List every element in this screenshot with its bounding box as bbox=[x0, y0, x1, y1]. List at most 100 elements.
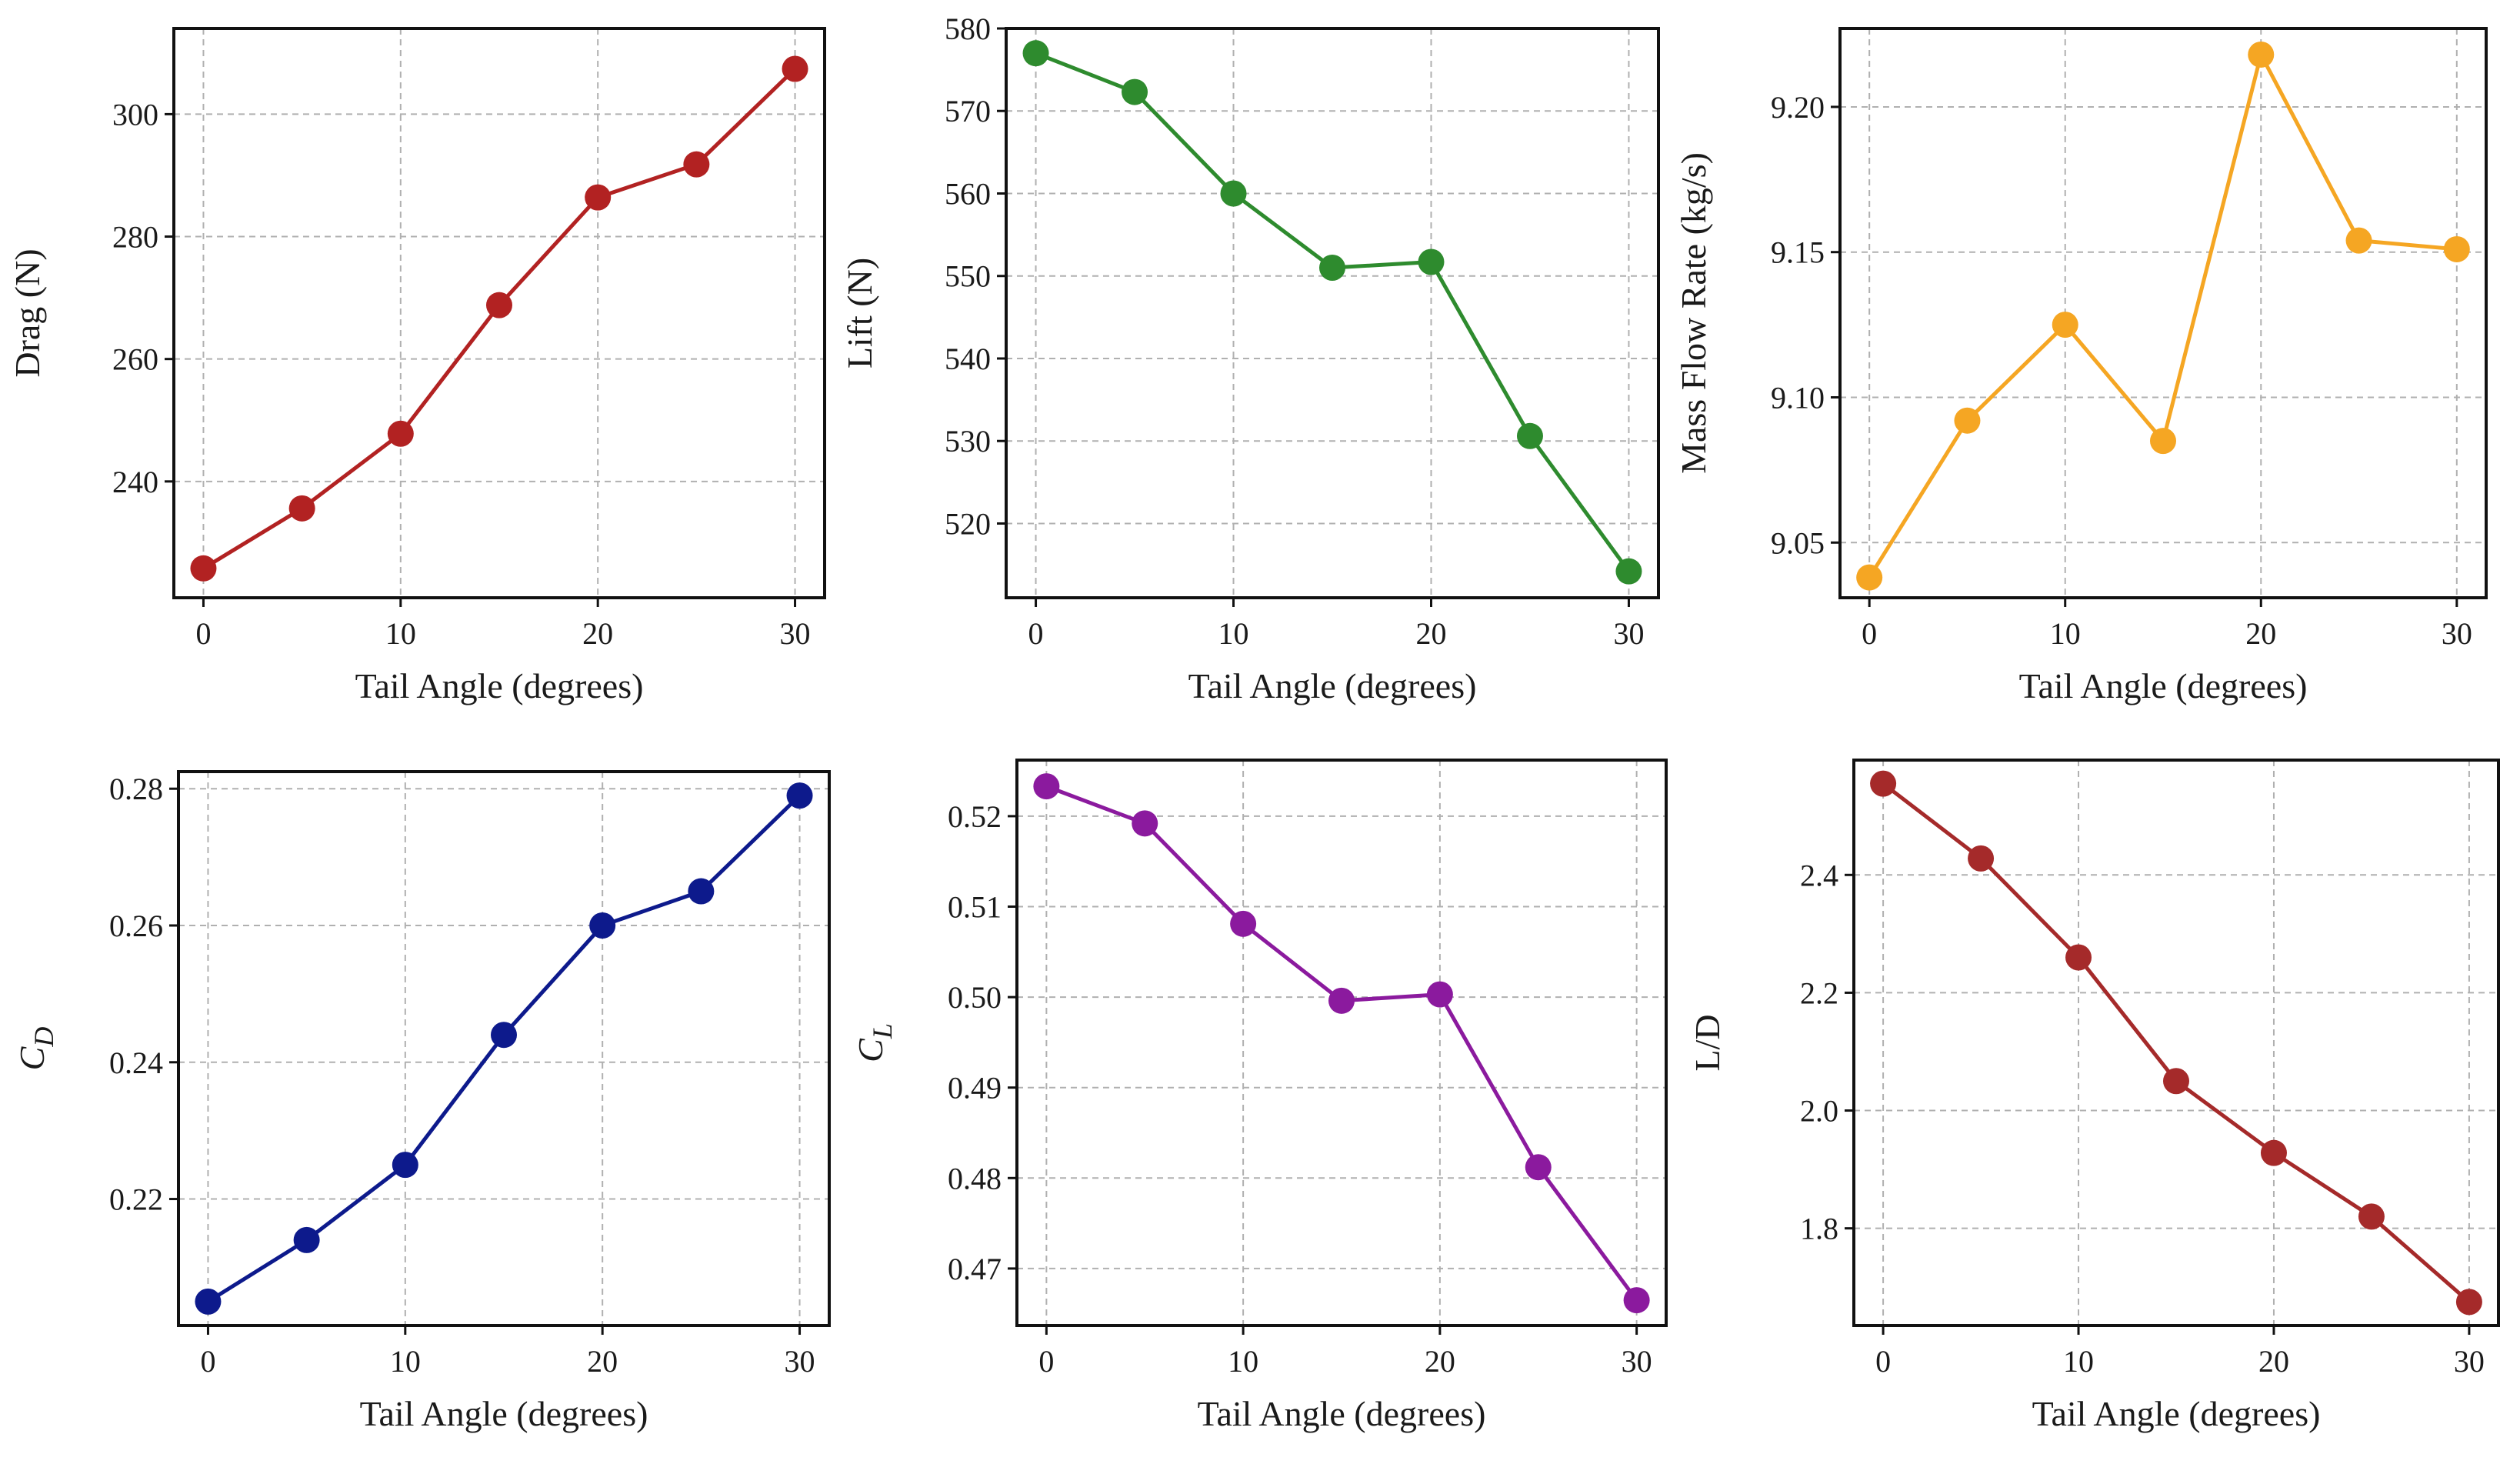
y-tick-label: 9.15 bbox=[1771, 235, 1825, 270]
plot-frame bbox=[172, 27, 826, 599]
data-point bbox=[1615, 558, 1642, 585]
x-tick-label: 30 bbox=[780, 616, 811, 651]
x-axis-label: Tail Angle (degrees) bbox=[2032, 1394, 2321, 1433]
x-axis-label: Tail Angle (degrees) bbox=[1188, 666, 1477, 705]
plot-frame bbox=[1838, 27, 2488, 599]
x-tick-label: 20 bbox=[587, 1344, 618, 1379]
subplot-2: 0 10 20 30 520 530 540 550 560 570 580 Tail Angle (… bbox=[840, 12, 1660, 705]
x-axis-label: Tail Angle (degrees) bbox=[1198, 1394, 1486, 1433]
data-point bbox=[2260, 1139, 2287, 1166]
plot-frame bbox=[1005, 27, 1660, 599]
y-tick-label: 2.2 bbox=[1800, 975, 1838, 1010]
subplot-5: 0 10 20 30 0.47 0.48 0.49 0.50 0.51 0.52 Tail Angl… bbox=[851, 759, 1668, 1433]
data-point bbox=[1220, 180, 1247, 207]
x-tick-label: 0 bbox=[1028, 616, 1044, 651]
data-point bbox=[392, 1152, 418, 1179]
y-tick-label: 1.8 bbox=[1800, 1212, 1838, 1246]
x-tick-label: 10 bbox=[1218, 616, 1249, 651]
y-axis-label: CD bbox=[12, 1027, 59, 1071]
y-tick-label: 540 bbox=[945, 342, 991, 376]
data-point bbox=[1328, 987, 1355, 1014]
y-tick-label: 9.20 bbox=[1771, 90, 1825, 125]
y-axis-label: Mass Flow Rate (kg/s) bbox=[1674, 152, 1713, 474]
y-tick-label: 9.05 bbox=[1771, 525, 1825, 560]
x-tick-label: 20 bbox=[1425, 1344, 1455, 1379]
data-point bbox=[2345, 227, 2372, 254]
data-point bbox=[688, 878, 715, 905]
y-tick-label: 570 bbox=[945, 94, 991, 128]
x-tick-label: 0 bbox=[200, 1344, 215, 1379]
data-point bbox=[589, 912, 616, 939]
y-tick-label: 0.24 bbox=[109, 1045, 163, 1080]
subplot-4: 0 10 20 30 0.22 0.24 0.26 0.28 Tail Angle (degre… bbox=[12, 770, 831, 1433]
data-point bbox=[2443, 235, 2470, 262]
y-tick-label: 0.52 bbox=[948, 799, 1002, 834]
x-tick-label: 10 bbox=[390, 1344, 421, 1379]
y-axis-label: CL bbox=[851, 1023, 898, 1062]
data-point bbox=[1132, 810, 1158, 837]
x-tick-label: 0 bbox=[195, 616, 211, 651]
x-tick-label: 0 bbox=[1038, 1344, 1054, 1379]
data-point bbox=[1516, 422, 1543, 449]
data-point bbox=[288, 495, 315, 522]
x-tick-label: 20 bbox=[2258, 1344, 2289, 1379]
y-tick-label: 300 bbox=[112, 97, 158, 132]
data-point bbox=[2150, 428, 2176, 455]
subplot-6: 0 10 20 30 1.8 2.0 2.2 2.4 Tail Angle (degrees) L… bbox=[1688, 759, 2500, 1433]
data-point bbox=[491, 1022, 517, 1049]
x-tick-label: 20 bbox=[582, 616, 613, 651]
x-tick-label: 30 bbox=[2442, 616, 2472, 651]
y-tick-label: 550 bbox=[945, 259, 991, 294]
series-line bbox=[1045, 784, 1638, 1302]
y-axis-label-subscript: D bbox=[28, 1027, 59, 1048]
data-point bbox=[190, 555, 217, 582]
y-axis-label-main: C bbox=[851, 1038, 890, 1062]
series-line bbox=[1035, 51, 1631, 573]
data-point bbox=[2065, 944, 2092, 971]
data-point bbox=[683, 151, 710, 178]
y-tick-label: 260 bbox=[112, 342, 158, 377]
data-point bbox=[1319, 255, 1345, 282]
y-tick-label: 2.4 bbox=[1800, 858, 1838, 892]
x-tick-label: 20 bbox=[1415, 616, 1446, 651]
data-point bbox=[1856, 564, 1883, 591]
series-line bbox=[1868, 52, 2458, 579]
data-point bbox=[1418, 248, 1445, 275]
y-tick-label: 580 bbox=[945, 12, 991, 46]
data-point bbox=[1968, 845, 1995, 872]
data-point bbox=[293, 1226, 320, 1253]
data-point bbox=[1525, 1154, 1552, 1181]
data-point bbox=[2052, 312, 2078, 338]
x-axis-label: Tail Angle (degrees) bbox=[2019, 666, 2308, 705]
y-axis-label: Lift (N) bbox=[840, 258, 879, 369]
y-tick-label: 0.22 bbox=[109, 1182, 163, 1217]
x-tick-label: 10 bbox=[385, 616, 416, 651]
x-axis-label: Tail Angle (degrees) bbox=[355, 666, 644, 705]
data-point bbox=[1033, 773, 1060, 800]
x-tick-label: 10 bbox=[2050, 616, 2081, 651]
series-line bbox=[207, 794, 802, 1304]
y-tick-label: 240 bbox=[112, 465, 158, 499]
y-tick-label: 0.49 bbox=[948, 1071, 1002, 1106]
data-point bbox=[585, 184, 612, 211]
x-tick-label: 10 bbox=[2063, 1344, 2094, 1379]
data-point bbox=[2455, 1289, 2482, 1316]
data-point bbox=[1426, 981, 1453, 1008]
y-tick-label: 9.10 bbox=[1771, 380, 1825, 415]
plot-frame bbox=[1852, 759, 2500, 1327]
data-point bbox=[1870, 770, 1897, 797]
data-point bbox=[2248, 41, 2275, 68]
y-tick-label: 280 bbox=[112, 220, 158, 255]
y-tick-label: 0.51 bbox=[948, 890, 1002, 925]
y-tick-label: 530 bbox=[945, 424, 991, 459]
x-axis-label: Tail Angle (degrees) bbox=[360, 1394, 648, 1433]
x-tick-label: 30 bbox=[785, 1344, 815, 1379]
x-tick-label: 30 bbox=[2454, 1344, 2485, 1379]
y-tick-label: 2.0 bbox=[1800, 1094, 1838, 1129]
data-point bbox=[786, 782, 813, 809]
data-point bbox=[1954, 407, 1981, 434]
y-tick-label: 0.48 bbox=[948, 1161, 1002, 1196]
y-axis-label: Drag (N) bbox=[8, 248, 47, 377]
x-tick-label: 30 bbox=[1622, 1344, 1652, 1379]
